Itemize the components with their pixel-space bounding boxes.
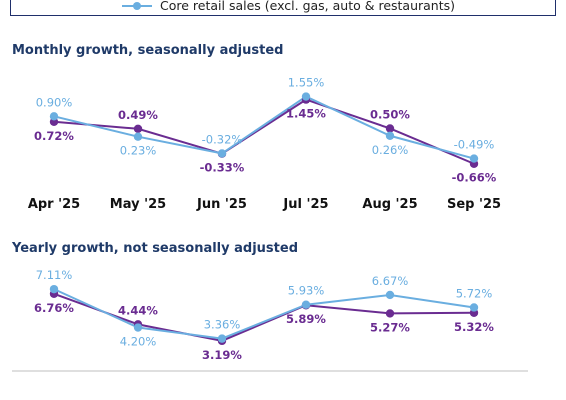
data-label: 5.27% [370, 320, 410, 334]
legend: Core retail sales (excl. gas, auto & res… [122, 0, 455, 13]
series-line-a [53, 98, 475, 165]
data-label: 0.72% [34, 129, 74, 143]
data-label: -0.66% [452, 171, 497, 185]
data-point [385, 309, 395, 318]
data-label: 0.23% [120, 144, 157, 158]
data-label: 6.67% [372, 274, 409, 288]
data-label: 5.32% [454, 320, 494, 334]
data-point [217, 334, 227, 343]
legend-label-core: Core retail sales (excl. gas, auto & res… [160, 0, 455, 13]
data-label: 0.26% [372, 143, 409, 157]
data-label: 0.49% [118, 108, 158, 122]
data-label: 5.89% [286, 312, 326, 326]
monthly-x-axis: Apr '25 May '25 Jun '25 Jul '25 Aug '25 … [28, 197, 501, 212]
data-point [469, 154, 479, 163]
data-label: 0.50% [370, 107, 410, 121]
series-line-a [53, 292, 475, 342]
yearly-chart-title: Yearly growth, not seasonally adjusted [11, 241, 298, 256]
data-point [49, 284, 59, 294]
tick-label: Sep '25 [447, 197, 501, 212]
series-line-core [53, 288, 475, 340]
monthly-plot: 0.72% 0.49% -0.33% 1.45% 0.50% -0.66% 0.90% 0.2… [34, 76, 497, 185]
yearly-plot: 6.76% 4.44% 3.19% 5.89% 5.27% 5.32% 7.11% 4.20%… [34, 268, 494, 362]
data-label: 4.20% [120, 335, 157, 349]
tick-label: Jul '25 [282, 197, 328, 212]
data-label: 1.45% [286, 107, 326, 121]
data-label: -0.49% [454, 138, 495, 152]
data-point [385, 131, 395, 140]
tick-label: Aug '25 [362, 197, 417, 212]
data-label: 5.72% [456, 286, 493, 300]
monthly-chart-title: Monthly growth, seasonally adjusted [12, 43, 283, 58]
data-label: 0.90% [36, 95, 73, 109]
data-label: -0.33% [200, 161, 245, 175]
data-label: 5.93% [288, 284, 325, 298]
series-line-core [53, 95, 475, 160]
data-label: 3.19% [202, 348, 242, 362]
legend-box [10, 0, 556, 16]
data-label: 7.11% [36, 268, 73, 282]
data-label: -0.32% [202, 132, 243, 146]
data-point [133, 132, 143, 141]
data-point [301, 300, 311, 309]
data-point [385, 124, 395, 133]
data-label: 4.44% [118, 303, 158, 317]
legend-marker-core [133, 2, 141, 10]
data-point [49, 112, 59, 121]
data-label: 6.76% [34, 301, 74, 315]
data-point [133, 124, 143, 133]
data-point [385, 290, 395, 300]
data-label: 3.36% [204, 318, 241, 332]
tick-label: Jun '25 [196, 197, 247, 212]
tick-label: Apr '25 [28, 197, 80, 212]
data-point [301, 92, 311, 101]
data-label: 1.55% [288, 76, 325, 90]
tick-label: May '25 [110, 197, 166, 212]
data-point [469, 303, 479, 312]
data-point [133, 323, 143, 332]
data-point [217, 149, 227, 158]
